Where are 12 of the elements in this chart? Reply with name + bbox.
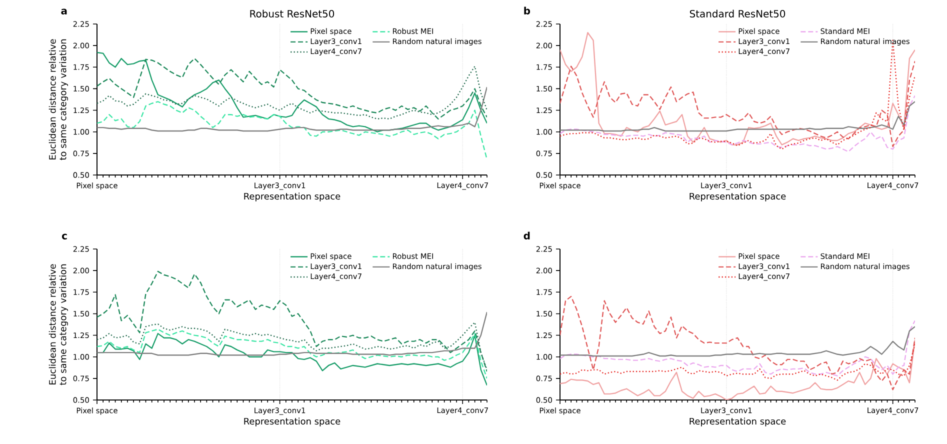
x-axis-title: Representation space: [244, 418, 340, 426]
text: c: [62, 234, 67, 240]
text: b: [524, 6, 530, 14]
text: d: [524, 232, 530, 240]
x-axis-title: Representation space: [244, 192, 340, 202]
y-axis-title: Euclidean distance relative to same category variation: [48, 39, 68, 160]
x-axis-title: Representation space: [690, 192, 786, 202]
chart-title: Robust ResNet50: [250, 10, 334, 18]
y-axis-title: Euclidean distance relative to same category variation: [48, 264, 68, 386]
x-axis-title: Representation space: [690, 418, 786, 426]
chart-title: Standard ResNet50: [690, 10, 786, 18]
text: a: [61, 8, 67, 14]
